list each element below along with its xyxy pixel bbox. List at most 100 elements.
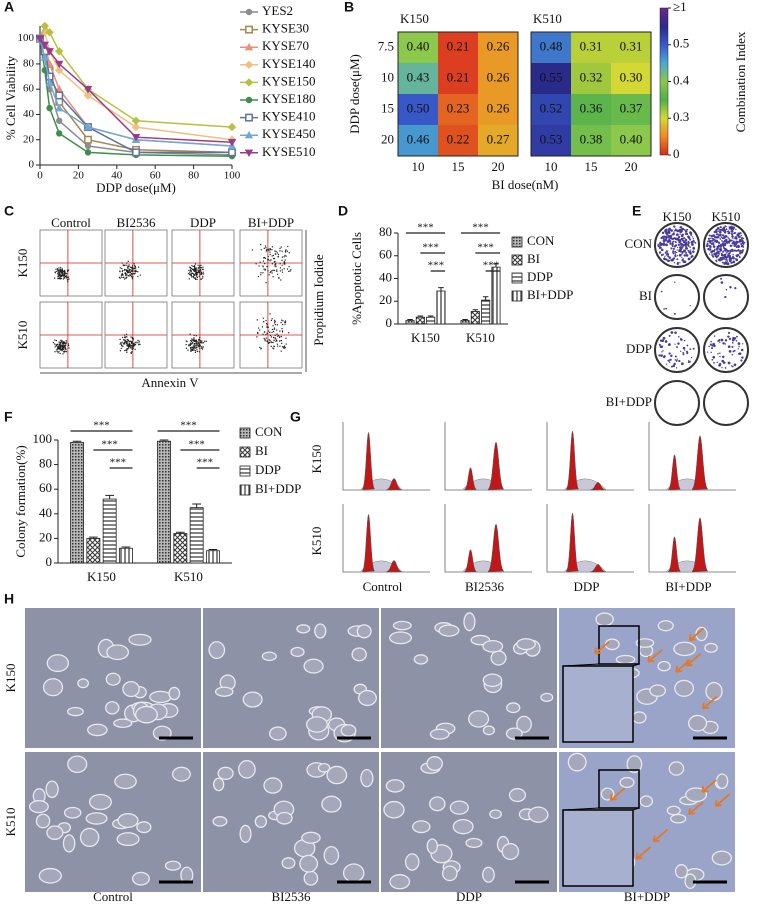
flow-dot <box>198 339 200 341</box>
flow-dot <box>283 347 285 349</box>
heatmap-cell <box>478 94 518 125</box>
colony <box>724 367 727 369</box>
colony <box>669 358 672 361</box>
flow-dot <box>274 338 276 340</box>
flow-dot <box>192 347 195 349</box>
flow-dot <box>188 278 190 280</box>
flow-dot <box>264 245 267 247</box>
colony <box>714 236 717 239</box>
cell <box>28 800 49 814</box>
flow-dot <box>199 273 201 275</box>
bar <box>70 442 84 564</box>
colony <box>732 350 735 353</box>
flow-dot <box>261 326 264 328</box>
flow-dot <box>204 340 206 342</box>
flow-dot <box>198 270 201 272</box>
colony <box>720 258 723 261</box>
colony <box>660 244 663 247</box>
flow-dot <box>125 277 127 280</box>
legend-label: CON <box>255 424 283 439</box>
colony <box>662 237 665 240</box>
cell <box>385 779 405 793</box>
colony <box>720 281 724 284</box>
heatmap-cell <box>531 32 571 63</box>
colony <box>739 239 742 243</box>
flow-dot <box>132 339 134 341</box>
error-bar <box>438 287 444 292</box>
cell <box>413 654 429 665</box>
colony <box>670 354 673 358</box>
colony <box>680 238 682 241</box>
colony <box>674 229 676 232</box>
colony <box>658 251 662 254</box>
x-tick-label: 15 <box>585 159 598 174</box>
flow-dot <box>126 345 128 347</box>
flow-dot <box>126 270 129 273</box>
x-tick-label: 0 <box>37 170 43 182</box>
legend-swatch <box>511 254 523 266</box>
histogram-g1 <box>668 454 681 491</box>
data-point <box>56 117 63 124</box>
flow-dot <box>271 331 273 333</box>
flow-dot <box>284 254 286 257</box>
flow-dot <box>122 345 124 348</box>
flow-dot <box>202 266 204 268</box>
flow-dot <box>128 275 130 277</box>
flow-dot <box>200 278 202 280</box>
colony <box>681 245 684 248</box>
cell <box>63 806 82 819</box>
bar <box>405 320 415 325</box>
flow-dot <box>188 345 190 347</box>
cell <box>715 773 729 790</box>
cell <box>290 646 305 658</box>
flow-dot <box>272 269 274 271</box>
colony <box>713 241 715 243</box>
flow-dot <box>263 268 265 270</box>
colony <box>674 281 676 283</box>
significance-label: *** <box>110 457 127 469</box>
cell <box>301 831 321 844</box>
legend-label: CON <box>527 233 555 248</box>
flow-dot <box>130 273 132 275</box>
flow-dot <box>68 278 70 280</box>
heatmap-cell <box>611 63 651 94</box>
colony <box>659 247 662 250</box>
flow-dot <box>271 249 273 251</box>
flow-dot <box>193 339 195 341</box>
colony <box>719 355 721 358</box>
cell <box>711 850 733 866</box>
error-bar <box>427 315 434 318</box>
significance-label: *** <box>180 420 197 432</box>
flow-dot <box>65 276 67 278</box>
colony <box>731 345 734 348</box>
cell <box>426 838 438 854</box>
data-point <box>40 53 49 61</box>
flow-dot <box>266 265 268 268</box>
cell <box>449 800 469 815</box>
flow-dot <box>193 268 195 270</box>
axis-label: % Cell Viability <box>3 55 18 140</box>
flow-dot <box>132 272 134 275</box>
flow-dot <box>189 343 191 345</box>
flow-dot <box>271 263 274 265</box>
axis-label: K510 <box>309 527 324 556</box>
colony <box>665 230 668 233</box>
colony <box>676 249 678 251</box>
cell <box>208 641 226 659</box>
flow-dot <box>129 342 131 345</box>
colony <box>727 331 731 335</box>
flow-dot <box>269 331 271 333</box>
flow-dot <box>276 324 278 326</box>
flow-dot <box>193 345 195 348</box>
flow-dot <box>120 342 122 344</box>
colony <box>681 247 683 250</box>
colony <box>683 228 686 231</box>
heatmap-cell <box>611 94 651 125</box>
colony <box>713 361 715 364</box>
flow-dot <box>194 343 196 345</box>
colony <box>729 286 732 289</box>
legend-label: KYSE140 <box>262 56 315 71</box>
cell-label: 0.23 <box>447 100 470 115</box>
colony <box>739 255 741 257</box>
y-tick-label: 40 <box>39 505 52 520</box>
